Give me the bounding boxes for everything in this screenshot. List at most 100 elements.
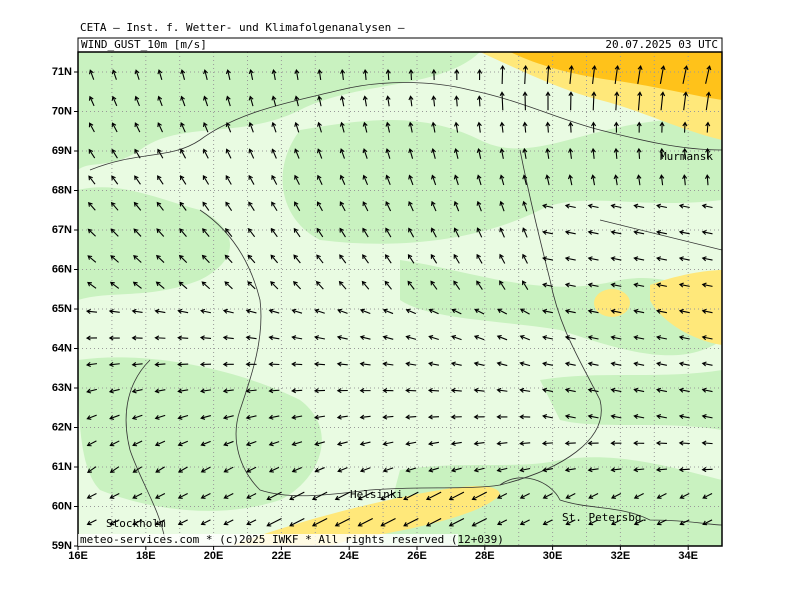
wind-arrow [633,361,645,367]
wind-arrow [247,227,256,238]
wind-arrow [450,440,462,446]
wind-arrow [403,517,419,527]
wind-arrow [248,148,255,159]
wind-arrow [111,95,118,107]
wind-arrow [519,414,531,420]
wind-arrow [317,121,322,133]
wind-arrow [633,519,644,526]
wind-arrow [86,519,97,526]
coastlines [89,82,722,541]
wind-arrow [610,493,622,499]
wind-arrow [428,441,440,447]
wind-arrow [132,519,143,526]
wind-arrow [87,255,97,263]
wind-arrow [385,121,391,133]
wind-arrow [431,95,437,107]
wind-arrow [702,493,713,499]
wind-arrow [291,466,302,473]
wind-arrow [431,121,437,133]
wind-arrow [430,280,438,290]
wind-arrow [522,280,529,290]
wind-arrow [385,148,391,159]
wind-arrow [610,308,622,314]
wind-arrow [203,69,209,80]
wind-arrow [610,256,622,262]
wind-arrow [86,440,97,447]
wind-arrow [291,335,303,341]
wind-arrow [154,361,166,367]
wind-arrow [199,335,212,341]
wind-arrow [382,467,394,473]
wind-arrow [85,362,98,368]
wind-arrow [87,281,97,289]
wind-arrow [542,335,554,341]
wind-arrow [362,68,368,81]
wind-arrow [496,467,508,473]
wind-arrow [154,414,166,420]
variable-label: WIND_GUST_10m [m/s] [81,38,207,51]
wind-arrow [268,335,280,341]
wind-arrow [222,335,234,341]
wind-arrow [339,174,346,185]
wind-arrow [476,253,483,264]
lat-tick-label: 66N [52,263,72,275]
wind-arrow [656,493,667,499]
wind-arrow [633,387,645,393]
wind-arrow [384,280,392,290]
wind-arrow [542,256,554,262]
wind-arrow [111,122,118,133]
wind-arrow [496,440,508,446]
wind-arrow [705,121,711,133]
wind-arrow [202,201,210,211]
wind-arrow [291,308,303,314]
wind-arrow [542,229,554,235]
wind-arrow [405,361,417,367]
wind-arrow [200,414,211,420]
wind-arrow [610,361,622,367]
wind-arrow [678,203,690,209]
wind-arrow [405,467,417,473]
wind-arrow [431,174,437,186]
wind-arrow [633,414,645,420]
wind-arrow [109,281,120,289]
wind-arrow [134,122,141,133]
wind-arrow [587,308,599,314]
lat-tick-label: 59N [52,540,72,552]
wind-arrow [656,387,668,393]
wind-arrow [385,174,391,186]
wind-arrow [637,91,643,111]
wind-arrow [134,69,140,80]
wind-arrow [587,256,599,262]
wind-arrow [314,308,325,314]
place-label: Stockholm [106,517,166,530]
wind-arrow [678,282,690,288]
wind-arrow [177,308,189,314]
wind-arrow [451,335,462,341]
wind-arrow [705,147,711,159]
wind-arrow [542,414,554,420]
wind-arrow [678,308,690,314]
wind-arrow [613,121,619,133]
wind-arrow [403,491,419,501]
footer-bg [78,534,458,546]
wind-arrow [610,414,622,420]
wind-arrow [132,440,143,447]
wind-arrow [568,91,574,111]
wind-arrow [154,493,166,499]
wind-arrow [705,65,712,84]
wind-arrow [522,121,528,133]
wind-arrow [270,281,279,290]
wind-arrow [202,148,209,159]
wind-arrow [497,308,508,315]
wind-arrow [359,467,371,473]
wind-arrow [271,148,277,159]
wind-arrow [587,361,599,367]
wind-arrow [180,69,186,80]
wind-arrow [499,147,505,159]
wind-arrow [701,282,713,288]
wind-arrow [88,175,96,185]
wind-arrow [454,95,460,107]
wind-arrow [587,229,599,235]
wind-arrow [88,122,95,133]
